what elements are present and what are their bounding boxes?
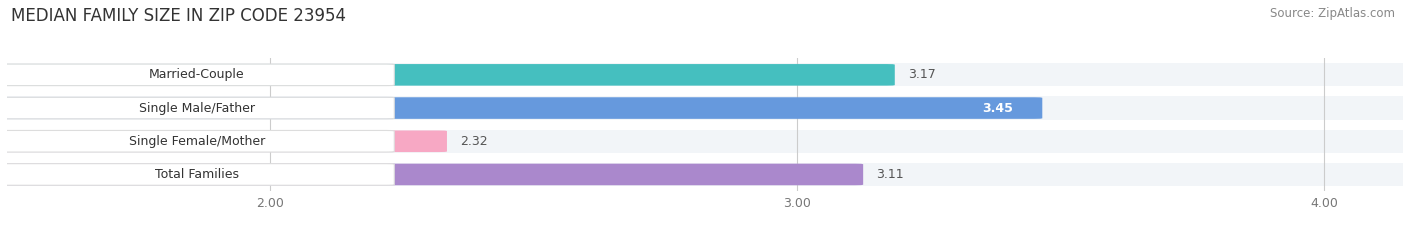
Text: MEDIAN FAMILY SIZE IN ZIP CODE 23954: MEDIAN FAMILY SIZE IN ZIP CODE 23954	[11, 7, 346, 25]
FancyBboxPatch shape	[0, 97, 1042, 119]
Text: Single Female/Mother: Single Female/Mother	[128, 135, 264, 148]
FancyBboxPatch shape	[7, 63, 1403, 86]
FancyBboxPatch shape	[7, 96, 1403, 120]
FancyBboxPatch shape	[0, 64, 894, 86]
FancyBboxPatch shape	[7, 130, 1403, 153]
Text: 2.32: 2.32	[460, 135, 488, 148]
Text: 3.45: 3.45	[983, 102, 1014, 115]
FancyBboxPatch shape	[0, 130, 394, 152]
Text: Single Male/Father: Single Male/Father	[139, 102, 254, 115]
FancyBboxPatch shape	[7, 163, 1403, 186]
Text: Source: ZipAtlas.com: Source: ZipAtlas.com	[1270, 7, 1395, 20]
FancyBboxPatch shape	[0, 97, 394, 119]
FancyBboxPatch shape	[0, 164, 394, 185]
FancyBboxPatch shape	[0, 130, 447, 152]
Text: 3.11: 3.11	[876, 168, 904, 181]
Text: Married-Couple: Married-Couple	[149, 68, 245, 81]
FancyBboxPatch shape	[0, 64, 394, 86]
FancyBboxPatch shape	[0, 164, 863, 185]
Text: Total Families: Total Families	[155, 168, 239, 181]
Text: 3.17: 3.17	[908, 68, 936, 81]
